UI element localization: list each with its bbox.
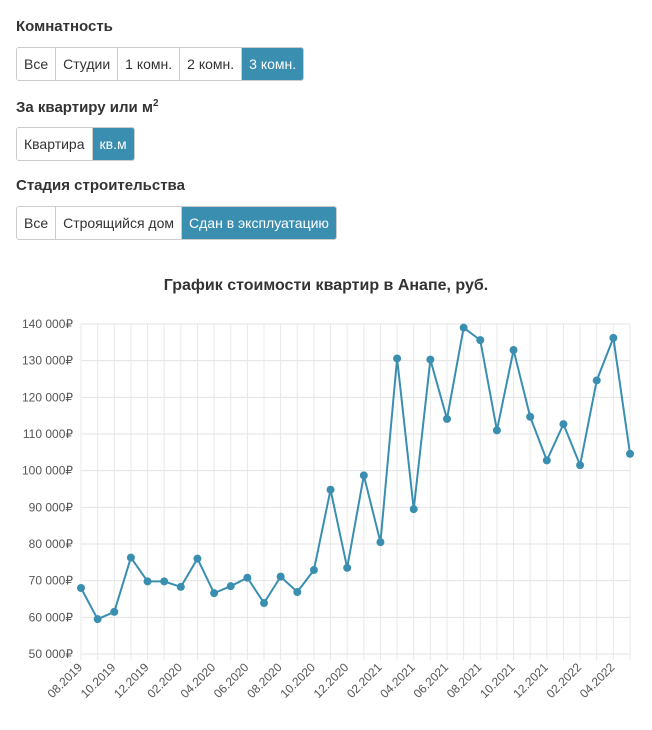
x-tick-label: 02.2022 — [544, 660, 585, 701]
rooms-filter-group: Все Студии 1 комн. 2 комн. 3 комн. — [16, 47, 305, 81]
y-tick-label: 110 000₽ — [23, 427, 73, 441]
x-tick-label: 10.2020 — [277, 660, 318, 701]
y-tick-label: 50 000₽ — [29, 647, 74, 661]
price-series-line — [80, 325, 631, 621]
x-tick-label: 12.2020 — [311, 660, 352, 701]
data-point[interactable] — [276, 572, 285, 581]
unit-filter-label: За квартиру или м2 — [16, 98, 159, 116]
price-series-points — [77, 323, 634, 624]
x-tick-label: 04.2020 — [178, 660, 219, 701]
y-tick-label: 100 000₽ — [22, 464, 73, 478]
data-point[interactable] — [443, 414, 451, 423]
x-tick-label: 08.2020 — [244, 660, 285, 701]
stage-filter-group: Все Строящийся дом Сдан в эксплуатацию — [16, 206, 337, 240]
x-axis-ticks: 08.201910.201912.201902.202004.202006.20… — [45, 660, 618, 701]
data-point[interactable] — [626, 449, 634, 458]
data-point[interactable] — [293, 588, 302, 597]
data-point[interactable] — [576, 461, 585, 470]
x-tick-label: 10.2021 — [477, 660, 518, 701]
rooms-filter-label: Комнатность — [16, 18, 113, 35]
data-point[interactable] — [309, 566, 318, 575]
y-tick-label: 140 000₽ — [22, 317, 73, 331]
data-point[interactable] — [160, 577, 169, 586]
stage-option-1[interactable]: Строящийся дом — [56, 207, 183, 239]
stage-option-2[interactable]: Сдан в эксплуатацию — [182, 207, 336, 239]
x-tick-label: 02.2020 — [144, 660, 185, 701]
x-tick-label: 06.2021 — [411, 660, 452, 701]
data-point[interactable] — [110, 607, 119, 616]
data-point[interactable] — [126, 553, 135, 562]
data-point[interactable] — [476, 336, 485, 345]
rooms-option-4[interactable]: 3 комн. — [242, 48, 304, 80]
x-tick-label: 12.2021 — [510, 660, 551, 701]
data-point[interactable] — [176, 582, 185, 591]
chart-grid — [80, 323, 631, 660]
y-tick-label: 120 000₽ — [22, 390, 73, 404]
data-point[interactable] — [492, 426, 501, 435]
unit-filter-label-text: За квартиру или м — [16, 99, 154, 116]
price-chart: График стоимости квартир в Анапе, руб. 5… — [22, 277, 634, 701]
stage-filter-label: Стадия строительства — [16, 177, 185, 194]
data-point[interactable] — [592, 376, 601, 385]
x-tick-label: 04.2021 — [377, 660, 418, 701]
y-tick-label: 130 000₽ — [22, 354, 73, 368]
data-point[interactable] — [426, 355, 435, 364]
unit-option-0[interactable]: Квартира — [17, 128, 93, 160]
x-tick-label: 08.2021 — [444, 660, 485, 701]
data-point[interactable] — [193, 554, 202, 563]
rooms-option-1[interactable]: Студии — [56, 48, 119, 80]
data-point[interactable] — [210, 589, 219, 598]
data-point[interactable] — [526, 412, 535, 421]
y-tick-label: 80 000₽ — [29, 537, 74, 551]
data-point[interactable] — [542, 456, 551, 465]
data-point[interactable] — [559, 420, 568, 429]
y-axis-ticks: 50 000₽ 60 000₽ 70 000₽ 80 000₽ 90 000₽ 100 0… — [22, 317, 73, 661]
unit-filter-group: Квартира кв.м — [16, 127, 135, 161]
data-point[interactable] — [260, 599, 268, 608]
stage-option-0[interactable]: Все — [17, 207, 57, 239]
x-tick-label: 06.2020 — [211, 660, 252, 701]
data-point[interactable] — [459, 323, 468, 332]
data-point[interactable] — [359, 471, 368, 480]
data-point[interactable] — [326, 485, 335, 494]
unit-filter-label-sup: 2 — [153, 98, 159, 109]
y-tick-label: 90 000₽ — [29, 500, 74, 514]
data-point[interactable] — [393, 354, 402, 363]
x-tick-label: 02.2021 — [344, 660, 385, 701]
x-tick-label: 10.2019 — [78, 660, 119, 701]
x-tick-label: 12.2019 — [111, 660, 152, 701]
unit-option-1[interactable]: кв.м — [92, 128, 134, 160]
y-tick-label: 70 000₽ — [29, 574, 74, 588]
data-point[interactable] — [509, 346, 518, 355]
chart-title: График стоимости квартир в Анапе, руб. — [164, 277, 488, 294]
data-point[interactable] — [226, 582, 235, 591]
data-point[interactable] — [77, 584, 85, 592]
rooms-option-2[interactable]: 1 комн. — [118, 48, 181, 80]
data-point[interactable] — [93, 615, 102, 624]
data-point[interactable] — [376, 538, 385, 547]
data-point[interactable] — [609, 333, 618, 342]
x-tick-label: 08.2019 — [45, 660, 86, 701]
data-point[interactable] — [143, 577, 152, 586]
data-point[interactable] — [343, 563, 352, 572]
x-tick-label: 04.2022 — [577, 660, 618, 701]
data-point[interactable] — [243, 573, 252, 582]
y-tick-label: 60 000₽ — [29, 610, 74, 624]
rooms-option-0[interactable]: Все — [17, 48, 57, 80]
rooms-option-3[interactable]: 2 комн. — [180, 48, 243, 80]
data-point[interactable] — [409, 505, 418, 514]
